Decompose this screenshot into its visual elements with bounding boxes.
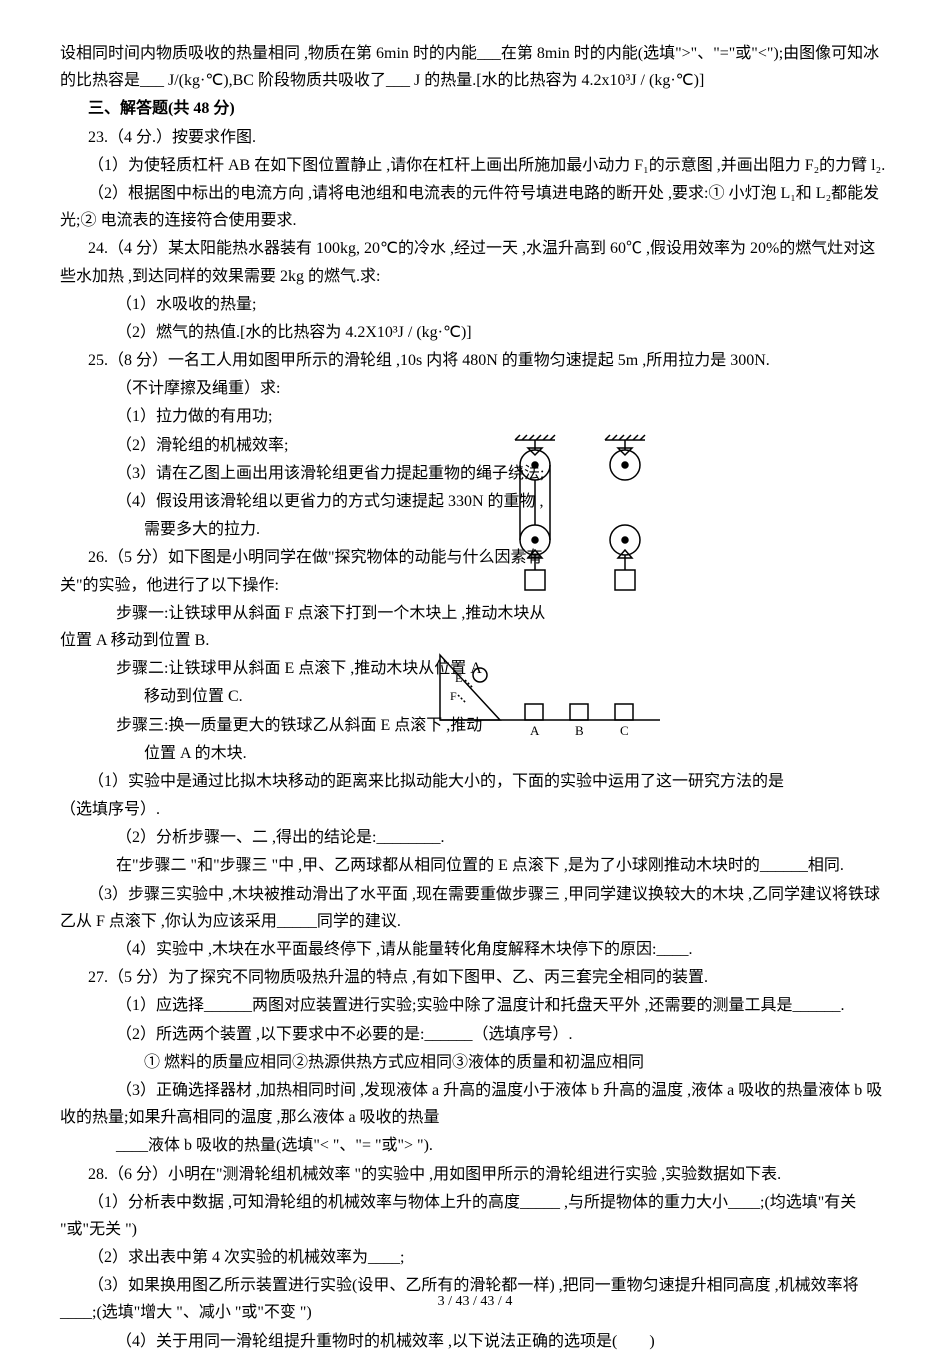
- q27-header: 27.（5 分）为了探究不同物质吸热升温的特点 ,有如下图甲、乙、丙三套完全相同…: [60, 964, 890, 991]
- q28-p2: （2）求出表中第 4 次实验的机械效率为____;: [60, 1244, 890, 1271]
- q23-p2: （2）根据图中标出的电流方向 ,请将电池组和电流表的元件符号填进电路的断开处 ,…: [60, 180, 890, 234]
- q26-p3: （3）步骤三实验中 ,木块被推动滑出了水平面 ,现在需要重做步骤三 ,甲同学建议…: [60, 881, 890, 935]
- q24-p1: （1）水吸收的热量;: [60, 291, 890, 318]
- q24-p2: （2）燃气的热值.[水的比热容为 4.2X10³J / (kg·℃)]: [60, 319, 890, 346]
- q25-header: 25.（8 分）一名工人用如图甲所示的滑轮组 ,10s 内将 480N 的重物匀…: [60, 347, 890, 374]
- q26-p2b: 在"步骤二 "和"步骤三 "中 ,甲、乙两球都从相同位置的 E 点滚下 ,是为了…: [60, 852, 890, 879]
- slope-svg: E F A B C: [430, 620, 670, 750]
- q25-p4b: 需要多大的拉力.: [60, 516, 890, 543]
- label-B: B: [575, 723, 584, 738]
- q26-p1: （1）实验中是通过比拟木块移动的距离来比拟动能大小的，下面的实验中运用了这一研究…: [60, 768, 890, 795]
- q26-p4: （4）实验中 ,木块在水平面最终停下 ,请从能量转化角度解释木块停下的原因:__…: [60, 936, 890, 963]
- q25-p2: （2）滑轮组的机械效率;: [60, 432, 890, 459]
- q28-p1: （1）分析表中数据 ,可知滑轮组的机械效率与物体上升的高度_____ ,与所提物…: [60, 1189, 890, 1243]
- label-E: E: [455, 671, 462, 685]
- q28-p4: （4）关于用同一滑轮组提升重物时的机械效率 ,以下说法正确的选项是( ): [60, 1328, 890, 1355]
- page-footer: 3 / 43 / 43 / 4: [0, 1290, 950, 1314]
- q26-p1b: （选填序号）.: [60, 796, 890, 823]
- page-content: 设相同时间内物质吸收的热量相同 ,物质在第 6min 时的内能___在第 8mi…: [60, 40, 890, 1355]
- intro-text: 设相同时间内物质吸收的热量相同 ,物质在第 6min 时的内能___在第 8mi…: [60, 40, 890, 94]
- q25-p4: （4）假设用该滑轮组以更省力的方式匀速提起 330N 的重物 ,: [60, 488, 560, 515]
- q26-header: 26.（5 分）如下图是小明同学在做"探究物体的动能与什么因素有关"的实验，他进…: [60, 544, 560, 598]
- q25-p1: （1）拉力做的有用功;: [60, 403, 890, 430]
- label-C: C: [620, 723, 629, 738]
- q23-header: 23.（4 分.）按要求作图.: [60, 124, 890, 151]
- slope-figure: E F A B C: [430, 620, 670, 759]
- q25-sub: （不计摩擦及绳重）求:: [60, 375, 890, 402]
- q27-p2: （2）所选两个装置 ,以下要求中不必要的是:______（选填序号）.: [60, 1021, 890, 1048]
- q27-p2b: ① 燃料的质量应相同②热源供热方式应相同③液体的质量和初温应相同: [60, 1049, 890, 1076]
- q27-p3b: ____液体 b 吸收的热量(选填"< "、"= "或"> ").: [60, 1132, 890, 1159]
- label-A: A: [530, 723, 540, 738]
- q28-header: 28.（6 分）小明在"测滑轮组机械效率 "的实验中 ,用如图甲所示的滑轮组进行…: [60, 1161, 890, 1188]
- pulley-figure: [490, 430, 690, 639]
- section3-title: 三、解答题(共 48 分): [60, 95, 890, 122]
- label-F: F: [450, 689, 457, 703]
- q27-p3: （3）正确选择器材 ,加热相同时间 ,发现液体 a 升高的温度小于液体 b 升高…: [60, 1077, 890, 1131]
- pulley-svg: [490, 430, 690, 630]
- q24-header: 24.（4 分）某太阳能热水器装有 100kg, 20℃的冷水 ,经过一天 ,水…: [60, 235, 890, 289]
- q27-p1: （1）应选择______两图对应装置进行实验;实验中除了温度计和托盘天平外 ,还…: [60, 992, 890, 1019]
- q23-p1: （1）为使轻质杠杆 AB 在如下图位置静止 ,请你在杠杆上画出所施加最小动力 F…: [60, 152, 890, 179]
- q25-p3: （3）请在乙图上画出用该滑轮组更省力提起重物的绳子绕法;: [60, 460, 890, 487]
- q26-p2: （2）分析步骤一、二 ,得出的结论是:________.: [60, 824, 890, 851]
